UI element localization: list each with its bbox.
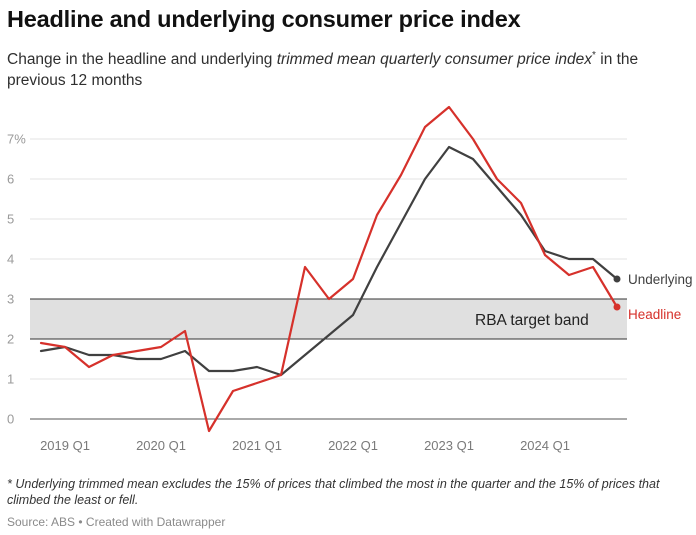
x-tick-label: 2022 Q1 [328, 438, 378, 453]
subtitle-italic-text: trimmed mean quarterly consumer price in… [276, 51, 593, 68]
series-end-point [613, 275, 621, 283]
y-tick-label: 4 [7, 252, 14, 267]
y-tick-label: 7% [7, 132, 26, 147]
x-tick-label: 2019 Q1 [40, 438, 90, 453]
y-tick-label: 2 [7, 332, 14, 347]
y-tick-label: 1 [7, 372, 14, 387]
subtitle-text-end: in the previous 12 months [7, 51, 639, 89]
target-band [30, 299, 627, 339]
x-tick-label: 2024 Q1 [520, 438, 570, 453]
series-line-headline [39, 105, 619, 433]
source-credit: Source: ABS • Created with Datawrapper [7, 515, 226, 529]
y-tick-label: 6 [7, 172, 14, 187]
footnote: * Underlying trimmed mean excludes the 1… [7, 477, 660, 507]
series-end-label: Underlying [628, 272, 693, 287]
y-tick-label: 5 [7, 212, 14, 227]
y-tick-label: 0 [7, 412, 14, 427]
x-tick-label: 2021 Q1 [232, 438, 282, 453]
footnote-marker: * [592, 49, 596, 61]
y-tick-label: 3 [7, 292, 14, 307]
chart-subtitle: Change in the headline and underlying tr… [7, 49, 687, 91]
series-end-point [613, 303, 621, 311]
x-tick-label: 2020 Q1 [136, 438, 186, 453]
line-chart: 0 1 2 3 4 5 6 7% RBA target band 2019 Q1 2020 Q1 20… [7, 105, 693, 453]
band-label: RBA target band [475, 312, 589, 329]
chart-title: Headline and underlying consumer price i… [7, 6, 521, 32]
series-line-underlying [39, 145, 619, 377]
subtitle-text: Change in the headline and underlying [7, 51, 277, 68]
series-end-label: Headline [628, 307, 681, 322]
x-tick-label: 2023 Q1 [424, 438, 474, 453]
